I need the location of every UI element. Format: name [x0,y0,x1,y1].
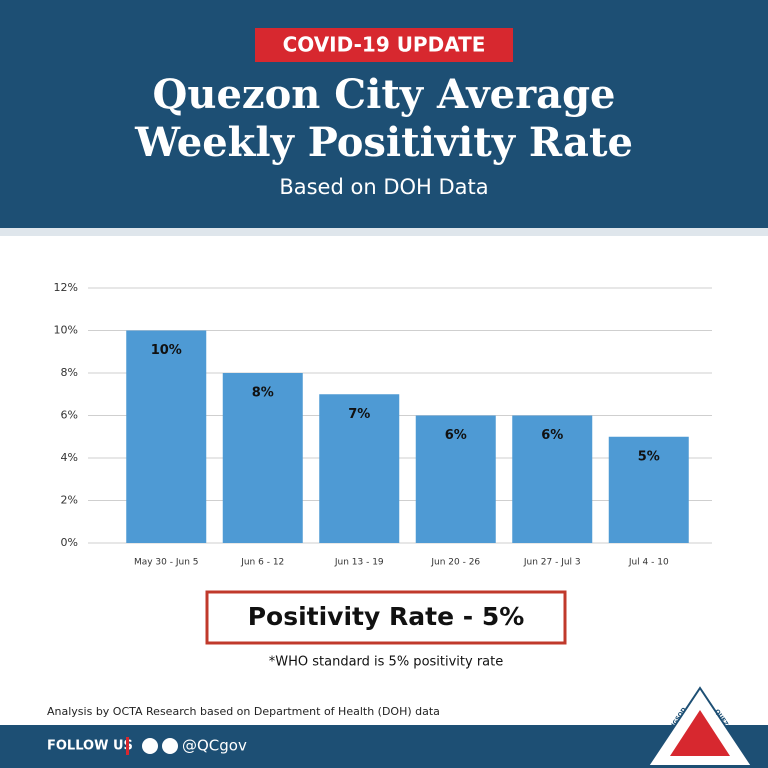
value-label: 10% [151,343,182,358]
handle[interactable]: @QCgov [182,737,247,755]
y-tick-label: 0% [61,536,78,549]
bar [126,330,207,543]
x-tick-label: Jul 4 - 10 [628,558,669,568]
y-tick-label: 6% [61,409,78,422]
bar [512,415,593,543]
bar [608,436,689,543]
value-label: 6% [445,428,467,443]
follow-us: FOLLOW US [47,739,133,754]
badge: COVID-19 UPDATE [283,33,486,57]
y-tick-label: 4% [61,451,78,464]
chart: 0% 2% 4% 6% 8% 10% 12% May 30 - Jun 5 10% Jun 6 -… [54,281,712,568]
callout: Positivity Rate - 5% [248,602,525,631]
x-tick-label: Jun 6 - 12 [240,558,284,568]
source: Analysis by OCTA Research based on Depar… [47,705,440,718]
x-tick-label: Jun 20 - 26 [430,558,480,568]
badge-bg [255,28,513,62]
bar [415,415,496,543]
title-line: Weekly Positivity Rate [134,119,633,166]
y-tick-label: 10% [54,324,78,337]
value-label: 7% [348,407,370,422]
header-strip [0,228,768,236]
note: *WHO standard is 5% positivity rate [269,655,504,670]
logo-text: PILIPINAS [683,758,716,765]
facebook-icon[interactable] [142,738,158,754]
x-tick-label: Jun 13 - 19 [334,558,384,568]
title-line: Quezon City Average [153,71,616,118]
value-label: 6% [541,428,563,443]
twitter-icon[interactable] [162,738,178,754]
callout-box [205,590,567,645]
bar [222,373,303,543]
x-tick-label: Jun 27 - Jul 3 [523,558,581,568]
y-tick-label: 8% [61,366,78,379]
y-tick-label: 2% [61,494,78,507]
divider [126,737,129,755]
subtitle: Based on DOH Data [279,175,488,199]
y-tick-label: 12% [54,281,78,294]
logo-inner [670,710,730,756]
value-label: 5% [638,449,660,464]
x-tick-label: May 30 - Jun 5 [134,558,199,568]
bar [319,394,400,543]
value-label: 8% [252,386,274,401]
